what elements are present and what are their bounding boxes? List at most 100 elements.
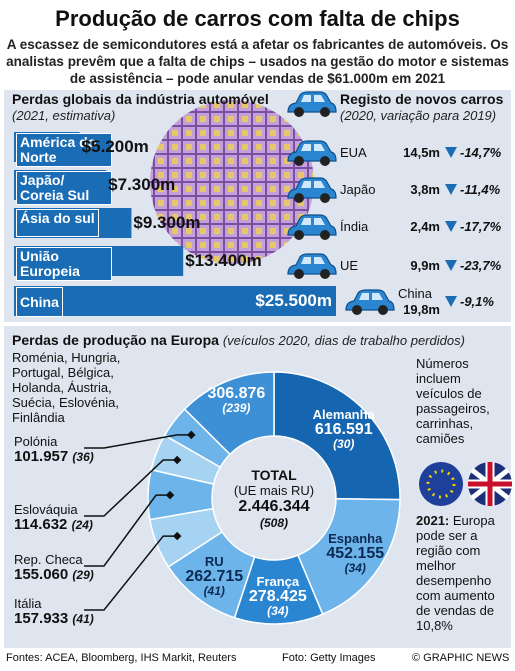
donut [147,371,401,625]
registrations: 19,8m [403,302,440,317]
change-arrow [445,221,457,232]
slice-name: Alemanha [312,407,375,423]
credit: © GRAPHIC NEWS [412,652,510,664]
outside-label: Rep. Checa 155.060 (29) [14,552,94,583]
value-label: $13.400m [185,251,262,270]
leader-line [84,459,178,517]
slice-value-text: 157.933 [14,610,69,627]
change: -11,4% [460,182,501,197]
slice-days: (30) [333,437,355,452]
slice-value: 157.933 (41) [14,611,94,627]
slice-days: (24) [71,518,93,532]
center-days: (508) [259,516,288,530]
leader-dot [187,430,196,440]
outside-label: Itália 157.933 (41) [14,596,94,627]
inside-label: RU 262.715 (41) [164,554,264,599]
slice-name: França [256,573,300,589]
slice-days: (36) [72,450,94,464]
slice-value-text: 155.060 [14,566,69,583]
slice-value: 616.591 [314,421,373,439]
eu-flag [419,462,463,506]
change-arrow [445,184,457,195]
center-label: TOTAL [251,467,297,483]
slice-days: (41) [72,612,94,626]
slice [273,371,401,501]
value-label: $25.500m [255,291,332,310]
outside-label: Polónia 101.957 (36) [14,434,94,465]
slice-days: (239) [222,400,251,415]
leader-line [84,434,192,449]
value-label: $7.300m [108,175,176,194]
slice [296,498,401,616]
chip-photo [150,100,314,264]
leader-line [84,494,171,567]
pie-subtitle: (veículos 2020, dias de trabalho perdido… [222,333,465,348]
slice-value-text: 114.632 [14,516,68,533]
leader-line [84,535,178,611]
slice-days: (41) [203,583,225,598]
inside-label: Alemanha 616.591 (30) [294,407,394,452]
country: China [398,286,432,301]
note-year: 2021: [416,513,450,528]
slice-value: 262.715 [185,567,244,585]
note-outlook: 2021: Europa pode ser a região com melho… [416,513,512,633]
slice-name: Rep. Checa [14,552,83,567]
registrations: 9,9m [410,258,440,273]
pie-title: Perdas de produção na Europa (veículos 2… [12,332,465,348]
car-icon [287,253,337,280]
outside-label: Eslováquia 114.632 (24) [14,502,93,533]
slice-value-text: 101.957 [14,448,69,465]
car-icon [345,289,395,316]
category-label: União Europeia [16,247,112,281]
slice [183,371,275,456]
category-label: China [16,287,63,317]
country: UE [340,258,359,273]
bar-subtitle: (2021, estimativa) [12,108,116,123]
category-label: Ásia do sul [16,209,99,237]
table-title: Registo de novos carros [340,91,504,107]
category-label: Japão/ Coreia Sul [16,171,112,205]
registrations: 3,8m [410,182,440,197]
change-arrow [445,260,457,271]
registrations: 2,4m [410,219,440,234]
slice-value: 278.425 [248,587,307,605]
note-outlook-text: Europa pode ser a região com melhor dese… [416,513,495,633]
slice-value: 155.060 (29) [14,567,94,583]
inside-label: Espanha 452.155 (34) [305,531,405,576]
leader-dot [165,490,175,500]
pie-title-text: Perdas de produção na Europa [12,332,219,348]
car-icon [287,91,337,118]
country: EUA [340,145,367,160]
slice-value: 101.957 (36) [14,449,94,465]
sources: Fontes: ACEA, Bloomberg, IHS Markit, Reu… [6,652,237,664]
center-value: 2.446.344 [238,498,310,515]
center-note: (UE mais RU) [233,483,315,498]
slice-days: (34) [344,560,366,575]
slice-name: Eslováquia [14,502,78,517]
change: -23,7% [460,258,502,273]
slice-value: 306.876 [207,384,266,402]
slice-value: 114.632 (24) [14,517,93,533]
change: -17,7% [460,219,502,234]
leader-dot [172,455,182,465]
change-arrow [445,147,457,158]
change-arrow [445,296,457,307]
table-subtitle: (2020, variação para 2019) [340,108,497,123]
slice-name: RU [204,553,224,569]
eu-stars [426,469,456,499]
slice-days: (34) [267,603,289,618]
slice-name: Espanha [328,530,383,546]
pie-center: TOTAL (UE mais RU) 2.446.344 (508) [212,467,336,530]
value-label: $9.300m [133,213,201,232]
country: Japão [340,182,376,197]
value-label: $5.200m [81,137,149,156]
bar-title: Perdas globais da indústria automóvel [12,91,269,107]
slice-value: 452.155 [326,544,385,562]
photo-credit: Foto: Getty Images [282,652,376,664]
change: -9,1% [460,294,494,309]
subtitle: A escassez de semicondutores está a afet… [6,37,509,86]
registrations: 14,5m [403,145,440,160]
country: Índia [340,219,369,234]
inside-label: França 278.425 (34) [228,574,328,619]
